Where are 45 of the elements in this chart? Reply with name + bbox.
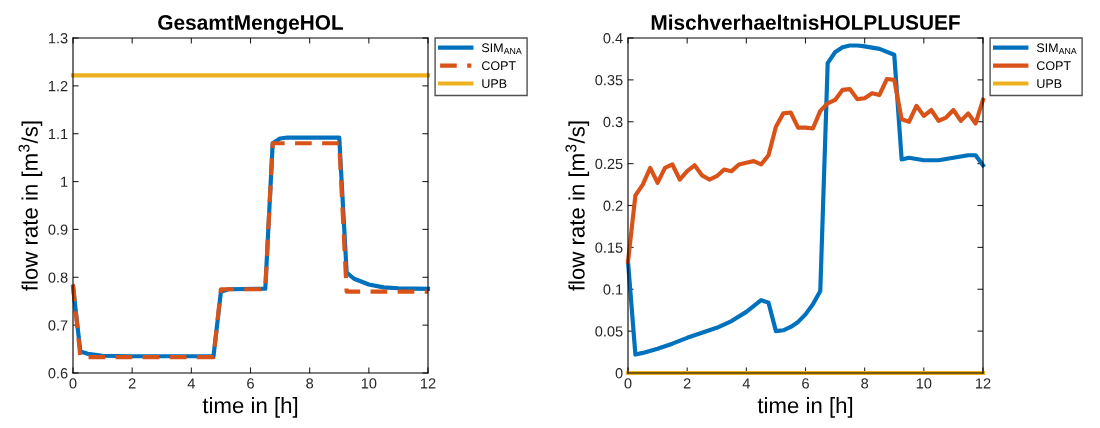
- x-tick-label: 12: [976, 378, 991, 389]
- y-tick-label: 1: [61, 176, 68, 187]
- chart-title: MischverhaeltnisHOLPLUSUEF: [651, 14, 960, 30]
- x-tick-label: 4: [187, 378, 195, 389]
- x-tick-label: 0: [624, 378, 632, 389]
- x-tick-label: 4: [742, 378, 750, 389]
- x-tick-label: 6: [802, 378, 809, 389]
- y-tick-label: 0.7: [48, 320, 68, 331]
- y-tick-label: 0.9: [48, 224, 68, 235]
- y-tick-label: 1.3: [48, 33, 68, 44]
- x-tick-label: 6: [247, 378, 254, 389]
- y-tick-label: 1.1: [48, 128, 68, 139]
- y-tick-label: 0.8: [48, 272, 68, 283]
- legend-label: COPT: [1036, 61, 1071, 71]
- y-tick-label: 0.1: [603, 284, 623, 295]
- x-tick-label: 10: [916, 378, 932, 389]
- y-tick-label: 0.6: [48, 368, 68, 379]
- x-tick-label: 2: [683, 378, 691, 389]
- legend-label: UPB: [482, 79, 507, 88]
- y-tick-label: 1.2: [48, 80, 68, 92]
- line-series: [625, 43, 986, 357]
- y-tick-label: 0.15: [595, 242, 623, 253]
- x-tick-label: 12: [421, 378, 436, 389]
- x-tick-label: 8: [306, 378, 314, 389]
- x-tick-label: 8: [861, 378, 869, 389]
- y-axis-title: flow rate in [m$^{3}$/s]: [565, 121, 590, 291]
- y-tick-label: 0.25: [595, 158, 623, 170]
- x-tick-label: 0: [69, 378, 77, 389]
- y-tick-label: 0.4: [603, 33, 623, 44]
- legend-label: SIM$_{ANA}$: [1036, 43, 1077, 55]
- line-series: [625, 76, 986, 264]
- x-tick-label: 2: [128, 378, 136, 389]
- y-tick-label: 0.2: [603, 200, 623, 211]
- y-tick-label: 0.35: [595, 74, 623, 86]
- y-tick-label: 0.3: [603, 116, 623, 128]
- x-axis-title: time in [h]: [202, 397, 298, 418]
- chart-title: GesamtMengeHOL: [158, 15, 344, 35]
- y-tick-label: 0: [615, 368, 623, 379]
- x-tick-label: 10: [361, 378, 377, 389]
- legend-label: UPB: [1037, 79, 1062, 88]
- y-axis-title: flow rate in [m$^{3}$/s]: [18, 121, 43, 291]
- y-tick-label: 0.05: [595, 326, 623, 337]
- x-axis-title: time in [h]: [757, 397, 853, 418]
- legend-label: SIM$_{ANA}$: [481, 43, 522, 55]
- legend-label: COPT: [481, 61, 516, 71]
